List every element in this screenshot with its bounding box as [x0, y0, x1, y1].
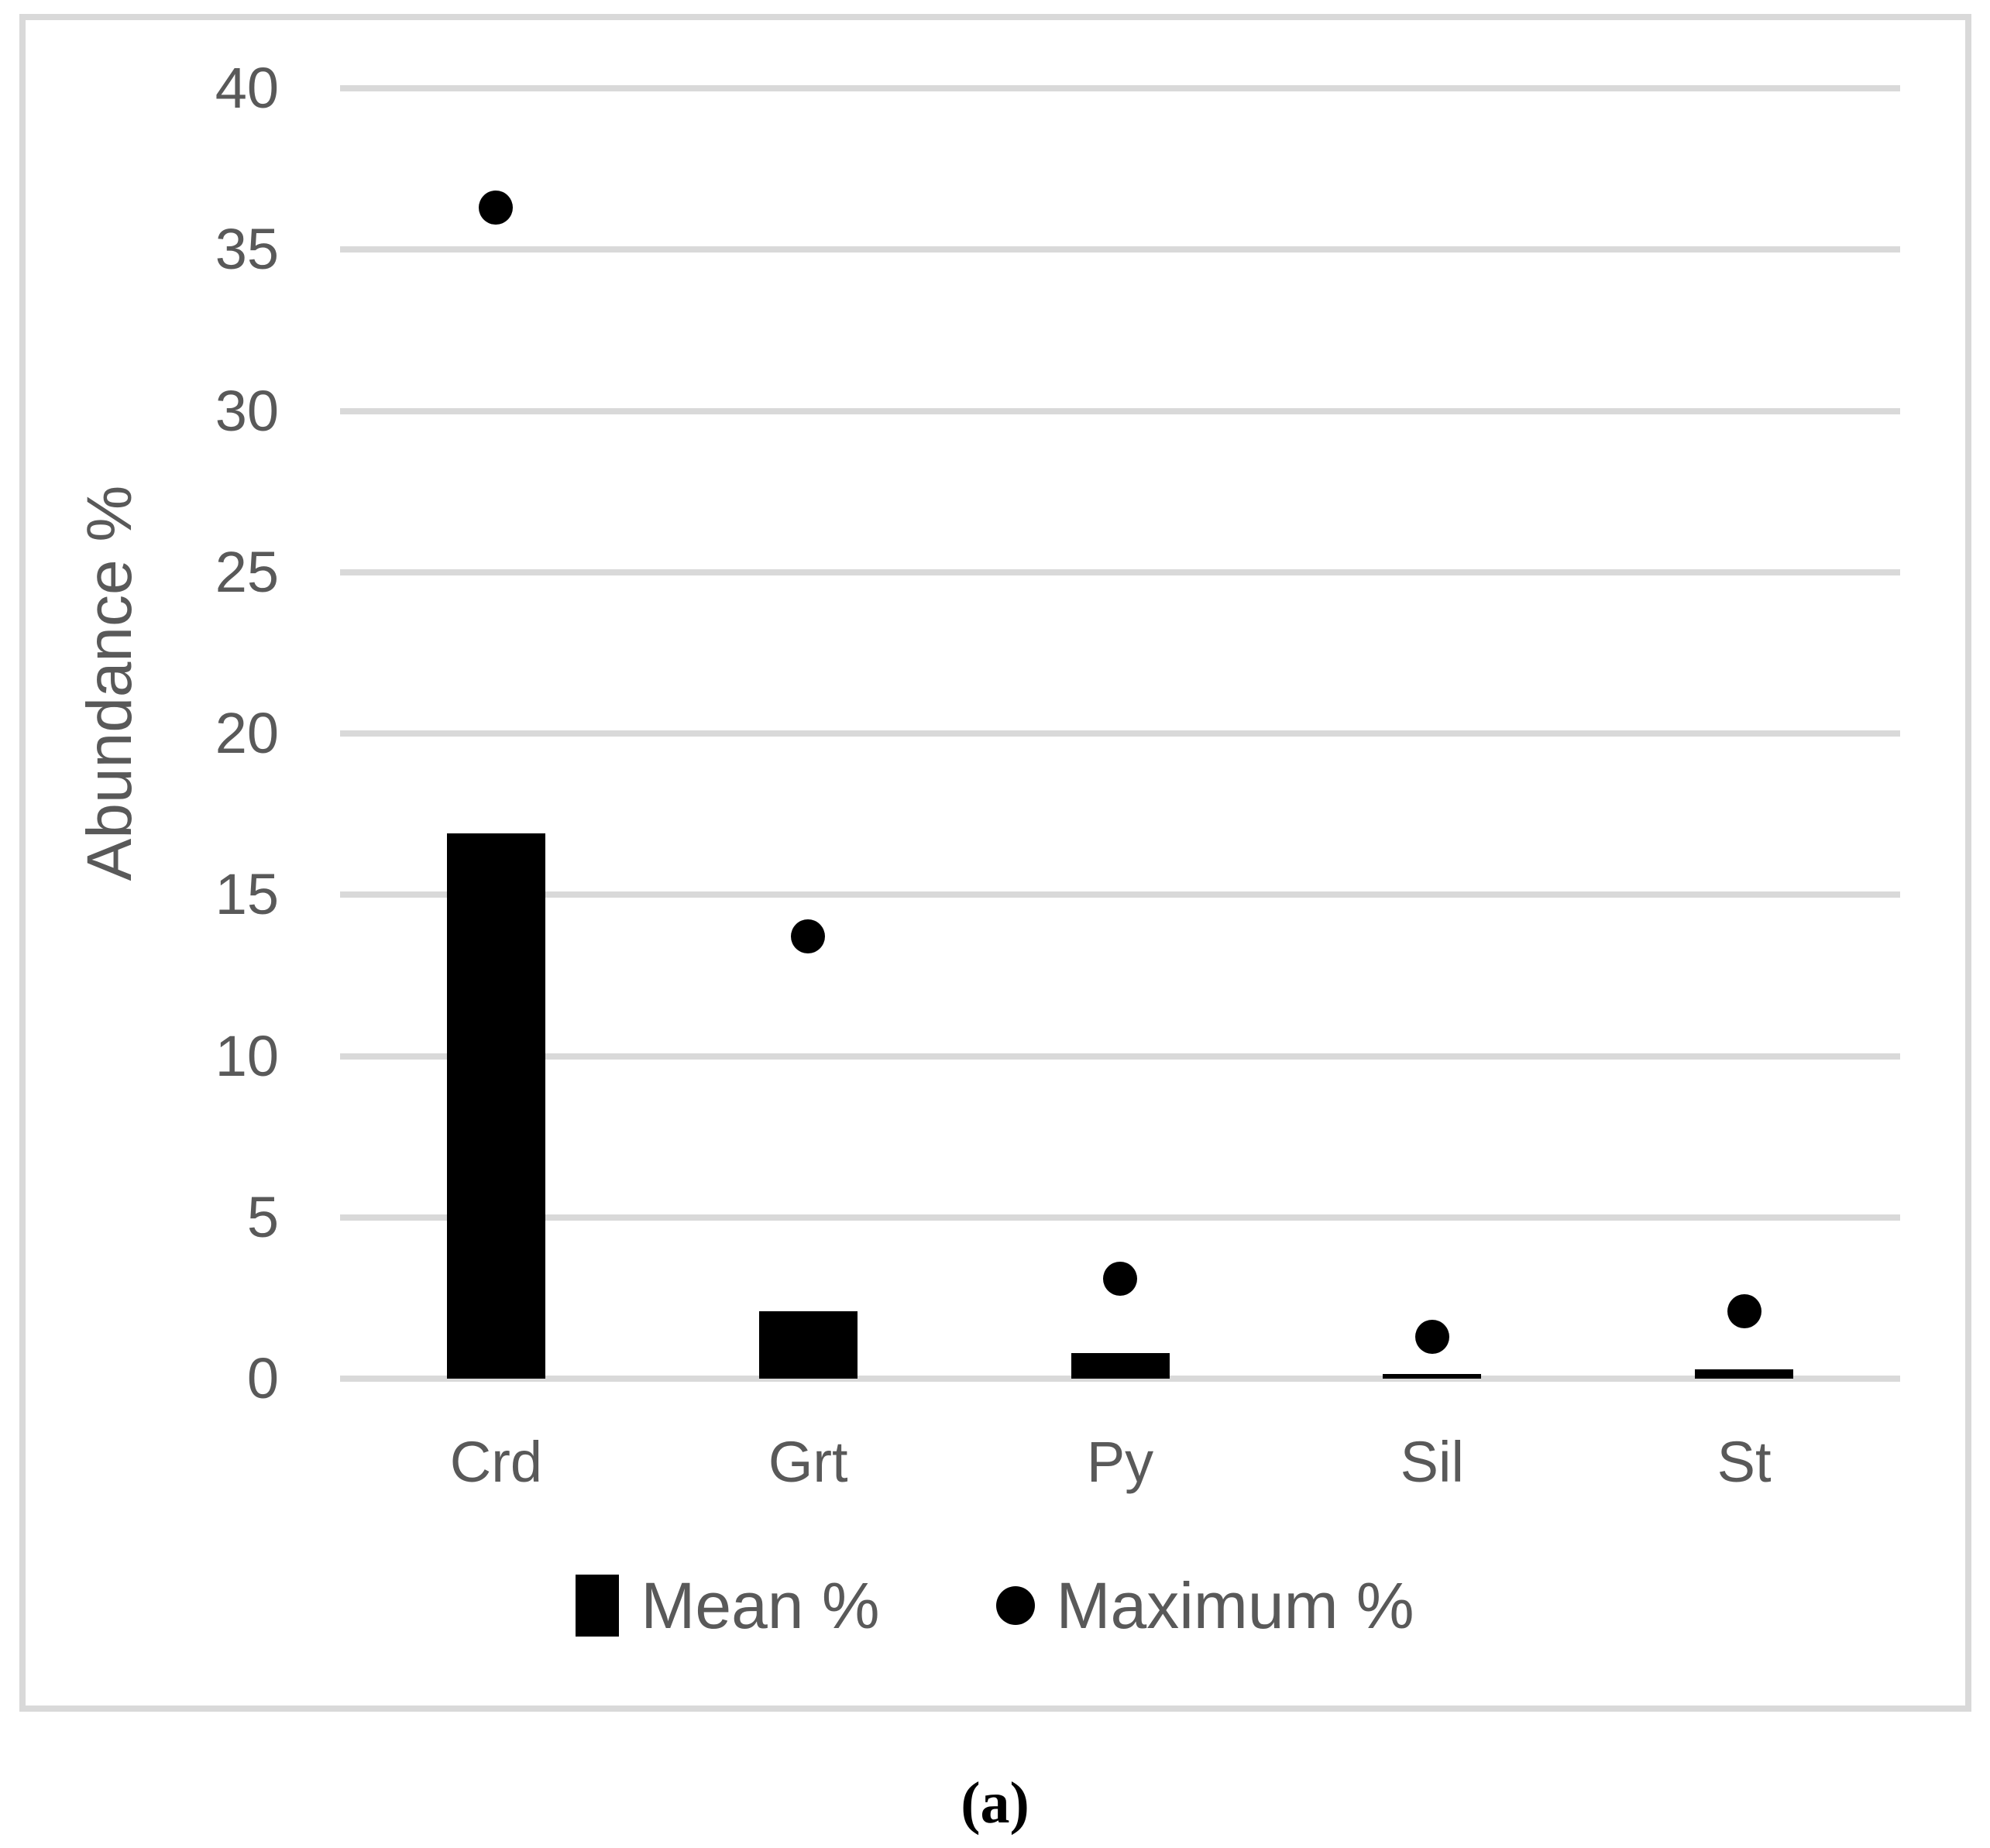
dot-maximum-Grt	[791, 919, 826, 954]
x-category-label-Sil: Sil	[1400, 1430, 1464, 1494]
dot-maximum-Sil	[1414, 1319, 1449, 1354]
y-tick-label-10: 10	[215, 1023, 279, 1088]
gridline-15	[340, 891, 1900, 898]
y-tick-label-0: 0	[246, 1346, 279, 1410]
bar-marker-icon	[576, 1575, 620, 1637]
gridline-35	[340, 246, 1900, 253]
bar-mean-Crd	[446, 833, 545, 1379]
gridline-0	[340, 1376, 1900, 1382]
dot-maximum-Crd	[479, 191, 514, 225]
y-tick-label-40: 40	[215, 56, 279, 120]
x-category-label-St: St	[1717, 1430, 1772, 1494]
legend-item-mean: Mean %	[576, 1568, 880, 1644]
gridline-40	[340, 85, 1900, 91]
gridline-5	[340, 1214, 1900, 1221]
gridline-10	[340, 1053, 1900, 1060]
dot-maximum-Py	[1103, 1261, 1137, 1296]
y-tick-label-15: 15	[215, 862, 279, 927]
y-tick-label-20: 20	[215, 701, 279, 765]
bar-mean-Sil	[1383, 1373, 1482, 1379]
x-category-label-Grt: Grt	[768, 1430, 848, 1494]
y-tick-label-25: 25	[215, 539, 279, 604]
circle-marker-icon	[995, 1586, 1035, 1625]
y-axis-title: Abundance %	[74, 485, 145, 881]
figure-caption: (a)	[961, 1771, 1029, 1836]
bar-mean-Grt	[758, 1310, 858, 1379]
legend-label-maximum: Maximum %	[1056, 1568, 1414, 1642]
gridline-20	[340, 730, 1900, 737]
x-category-label-Crd: Crd	[449, 1430, 543, 1494]
x-category-label-Py: Py	[1086, 1430, 1154, 1494]
bar-mean-Py	[1071, 1352, 1170, 1379]
gridline-30	[340, 407, 1900, 414]
legend-item-maximum: Maximum %	[995, 1568, 1414, 1644]
y-tick-label-30: 30	[215, 378, 279, 443]
y-tick-label-35: 35	[215, 217, 279, 282]
legend-label-mean: Mean %	[641, 1568, 880, 1642]
bar-mean-St	[1695, 1369, 1794, 1379]
dot-maximum-St	[1727, 1293, 1761, 1328]
legend: Mean % Maximum %	[0, 1559, 1990, 1652]
y-tick-label-5: 5	[246, 1184, 279, 1249]
gridline-25	[340, 568, 1900, 575]
chart-frame	[19, 14, 1971, 1712]
